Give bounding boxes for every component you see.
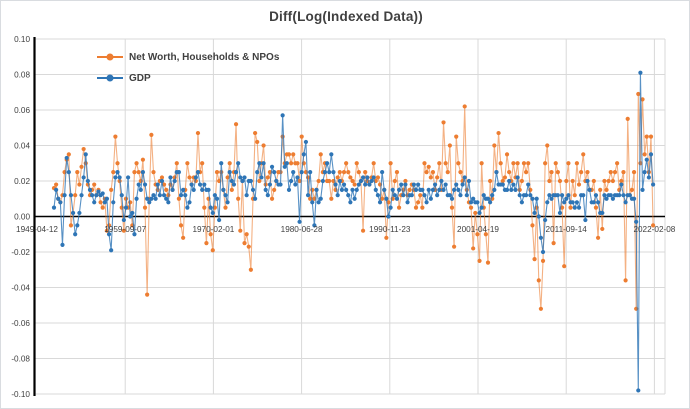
series-net-worth (51, 91, 656, 311)
gridlines (34, 38, 666, 395)
x-axis-tick-label: 1970-02-01 (192, 225, 234, 234)
y-axis-tick-label: 0.06 (14, 106, 30, 115)
series-gdp (51, 70, 656, 393)
x-axis-tick-label: 2001-04-19 (457, 225, 499, 234)
legend-marker-net-worth-icon (97, 53, 123, 61)
legend-label-net-worth: Net Worth, Households & NPOs (129, 51, 280, 63)
legend-item-net-worth: Net Worth, Households & NPOs (97, 50, 279, 64)
x-axis-tick-label: 2011-09-14 (546, 225, 588, 234)
y-axis-tick-label: -0.10 (11, 390, 30, 399)
x-axis-tick-label: 1990-11-23 (369, 225, 411, 234)
y-axis-tick-label: -0.04 (11, 284, 30, 293)
x-axis-tick-label: 2022-02-08 (633, 225, 675, 234)
y-axis-tick-label: 0.08 (14, 71, 30, 80)
y-axis-tick-label: 0.00 (14, 213, 30, 222)
y-axis-tick-label: -0.06 (11, 319, 30, 328)
axis-tick-labels: 0.10 0.08 0.06 0.04 0.02 0.00 -0.02 -0.04 -0.06 -… (11, 35, 675, 399)
legend-marker-gdp-icon (97, 74, 123, 82)
legend-item-gdp: GDP (97, 71, 279, 85)
y-axis-tick-label: 0.02 (14, 177, 30, 186)
y-axis-tick-label: 0.04 (14, 142, 30, 151)
x-axis-tick-label: 1949-04-12 (16, 225, 58, 234)
chart-title: Diff(Log(Indexed Data)) (269, 9, 423, 24)
y-axis-tick-label: -0.08 (11, 355, 30, 364)
legend: Net Worth, Households & NPOs GDP (97, 50, 279, 85)
y-axis-tick-label: 0.10 (14, 35, 30, 44)
y-axis-tick-label: -0.02 (11, 248, 30, 257)
legend-label-gdp: GDP (129, 72, 151, 84)
x-axis-tick-label: 1959-09-07 (104, 225, 146, 234)
axes (33, 37, 665, 396)
x-axis-tick-label: 1980-06-28 (281, 225, 323, 234)
